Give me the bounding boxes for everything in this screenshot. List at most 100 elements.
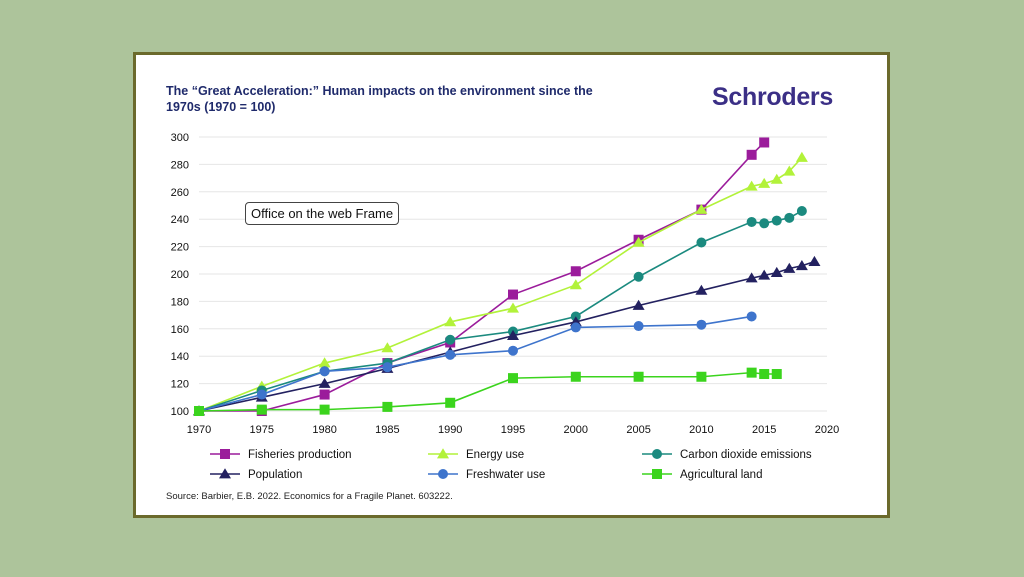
legend-label: Energy use bbox=[466, 449, 524, 461]
x-tick-label: 1995 bbox=[501, 424, 525, 436]
legend-label: Population bbox=[248, 469, 302, 481]
legend-marker bbox=[437, 448, 449, 459]
carbon-dioxide-emissions-point bbox=[633, 271, 644, 282]
y-tick-label: 260 bbox=[171, 187, 189, 199]
x-tick-label: 1975 bbox=[250, 424, 274, 436]
chart-frame: The “Great Acceleration:” Human impacts … bbox=[133, 52, 890, 518]
energy-use-point bbox=[569, 279, 582, 290]
y-tick-label: 180 bbox=[171, 296, 189, 308]
y-tick-label: 200 bbox=[171, 269, 189, 281]
x-tick-label: 2010 bbox=[689, 424, 713, 436]
brand-logo: Schroders bbox=[712, 83, 833, 111]
legend-marker bbox=[219, 468, 231, 479]
population-point bbox=[808, 255, 821, 266]
population-point bbox=[758, 269, 771, 280]
x-tick-label: 1970 bbox=[187, 424, 211, 436]
source-note: Source: Barbier, E.B. 2022. Economics fo… bbox=[166, 491, 453, 502]
legend-label: Carbon dioxide emissions bbox=[680, 449, 812, 461]
legend-label: Fisheries production bbox=[248, 449, 352, 461]
freshwater-use-line bbox=[198, 315, 752, 412]
population-point bbox=[507, 329, 519, 340]
population-point bbox=[695, 284, 708, 295]
carbon-dioxide-emissions-point bbox=[771, 215, 782, 226]
legend-marker bbox=[652, 449, 662, 459]
energy-use-point bbox=[507, 302, 519, 313]
y-tick-label: 100 bbox=[171, 406, 189, 418]
freshwater-use-point bbox=[746, 311, 757, 322]
carbon-dioxide-emissions-point bbox=[784, 212, 795, 223]
fisheries-production-point bbox=[508, 289, 518, 300]
y-tick-label: 220 bbox=[171, 242, 189, 254]
y-tick-label: 280 bbox=[171, 159, 189, 171]
agricultural-land-point bbox=[319, 404, 330, 415]
freshwater-use-point bbox=[696, 319, 707, 330]
y-tick-label: 140 bbox=[171, 351, 189, 363]
carbon-dioxide-emissions-point bbox=[746, 216, 757, 227]
carbon-dioxide-emissions-point bbox=[696, 237, 707, 248]
x-tick-label: 2015 bbox=[752, 424, 776, 436]
agricultural-land-point bbox=[508, 373, 518, 384]
energy-use-point bbox=[745, 180, 758, 191]
freshwater-use-point bbox=[256, 389, 267, 400]
freshwater-use-point bbox=[633, 321, 644, 332]
agricultural-land-point bbox=[633, 371, 644, 382]
agricultural-land-point bbox=[696, 371, 707, 382]
y-tick-label: 240 bbox=[171, 214, 189, 226]
legend-marker bbox=[652, 469, 662, 479]
carbon-dioxide-emissions-point bbox=[759, 218, 770, 229]
fisheries-production-point bbox=[570, 266, 581, 277]
fisheries-production-point bbox=[759, 137, 770, 148]
legend-label: Freshwater use bbox=[466, 469, 545, 481]
energy-use-point bbox=[381, 342, 394, 353]
agricultural-land-point bbox=[194, 406, 204, 416]
carbon-dioxide-emissions-point bbox=[445, 334, 456, 345]
freshwater-use-point bbox=[319, 366, 330, 377]
agricultural-land-point bbox=[746, 367, 757, 378]
energy-use-point bbox=[770, 173, 783, 184]
y-tick-label: 120 bbox=[171, 379, 189, 391]
x-tick-label: 1985 bbox=[375, 424, 399, 436]
population-point bbox=[632, 299, 645, 310]
population-point bbox=[795, 260, 808, 271]
fisheries-production-point bbox=[746, 149, 757, 160]
agricultural-land-point bbox=[759, 369, 770, 380]
population-point bbox=[745, 272, 758, 283]
office-frame-label[interactable]: Office on the web Frame bbox=[245, 202, 400, 225]
legend-marker bbox=[220, 449, 230, 459]
x-tick-label: 2020 bbox=[815, 424, 839, 436]
agricultural-land-point bbox=[771, 369, 782, 380]
carbon-dioxide-emissions-point bbox=[796, 205, 807, 216]
population-line bbox=[198, 260, 815, 412]
freshwater-use-point bbox=[570, 322, 581, 333]
agricultural-land-point bbox=[570, 371, 581, 382]
legend-label: Agricultural land bbox=[680, 469, 762, 481]
energy-use-point bbox=[795, 151, 808, 162]
agricultural-land-point bbox=[256, 404, 267, 415]
agricultural-land-point bbox=[382, 401, 393, 412]
fisheries-production-line bbox=[199, 141, 765, 412]
energy-use-point bbox=[758, 177, 771, 188]
population-point bbox=[770, 266, 783, 277]
energy-use-line bbox=[198, 157, 803, 412]
x-tick-label: 1990 bbox=[438, 424, 462, 436]
population-point bbox=[318, 377, 331, 388]
chart-plot: 100 120 140 160 180 200 220 240 260 280 300 1970 197… bbox=[171, 132, 840, 481]
x-tick-label: 1980 bbox=[312, 424, 336, 436]
legend-marker bbox=[438, 469, 448, 479]
energy-use-point bbox=[695, 203, 708, 214]
chart-title: The “Great Acceleration:” Human impacts … bbox=[166, 84, 593, 114]
freshwater-use-point bbox=[382, 362, 393, 373]
freshwater-use-point bbox=[445, 349, 456, 360]
energy-use-point bbox=[783, 165, 796, 176]
x-tick-label: 2000 bbox=[564, 424, 588, 436]
energy-use-point bbox=[318, 357, 331, 368]
y-tick-label: 300 bbox=[171, 132, 189, 144]
energy-use-point bbox=[632, 236, 645, 247]
fisheries-production-point bbox=[319, 389, 330, 400]
x-tick-label: 2005 bbox=[626, 424, 650, 436]
agricultural-land-point bbox=[445, 397, 456, 408]
population-point bbox=[783, 262, 796, 273]
y-tick-label: 160 bbox=[171, 324, 189, 336]
energy-use-point bbox=[444, 316, 457, 327]
freshwater-use-point bbox=[508, 345, 518, 356]
